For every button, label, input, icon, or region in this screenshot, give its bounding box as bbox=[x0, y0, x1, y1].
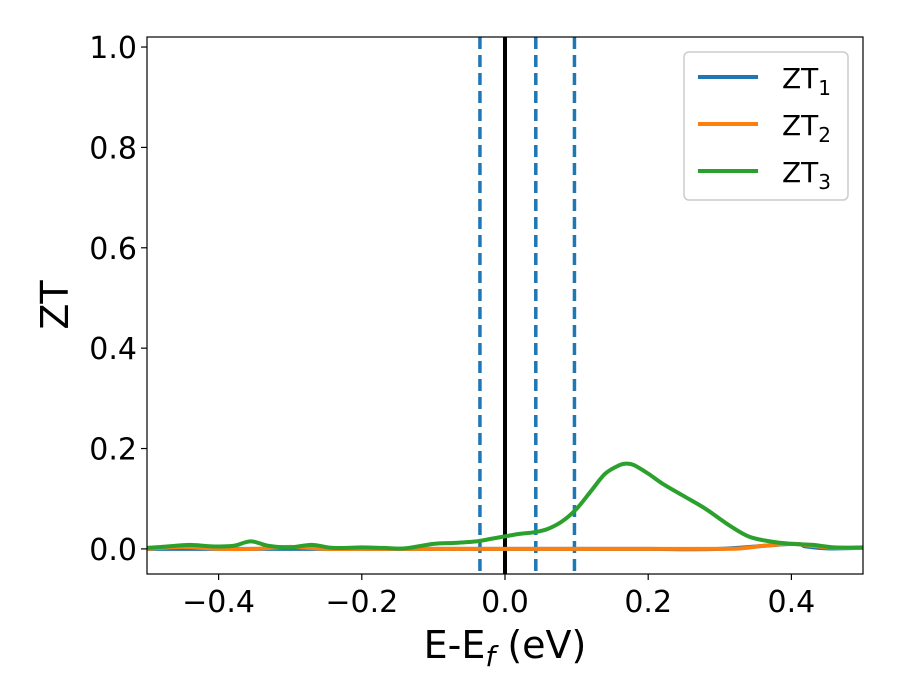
legend-label-3-subscript: 3 bbox=[818, 170, 831, 194]
y-tick-label: 0.8 bbox=[89, 131, 137, 166]
y-axis-label: ZT bbox=[33, 280, 77, 330]
x-tick-label: 0.0 bbox=[481, 585, 529, 620]
legend-entry-1: ZT1 bbox=[698, 62, 831, 100]
series-line-zt3 bbox=[147, 461, 863, 551]
legend-box bbox=[683, 51, 849, 201]
legend-entry-3: ZT3 bbox=[698, 156, 831, 194]
y-tick-label: 0.0 bbox=[89, 533, 137, 568]
legend-label-3: ZT3 bbox=[782, 156, 831, 194]
y-tick-label: 1.0 bbox=[89, 31, 137, 66]
legend-label-2-subscript: 2 bbox=[818, 123, 831, 147]
x-axis-label-main: E-E bbox=[424, 623, 486, 667]
x-axis-label-unit: (eV) bbox=[495, 623, 586, 667]
legend-label-1-subscript: 1 bbox=[818, 76, 831, 100]
legend: ZT1 ZT2 ZT3 bbox=[683, 51, 849, 201]
x-tick-label: −0.2 bbox=[325, 585, 398, 620]
legend-label-1: ZT1 bbox=[782, 62, 831, 100]
x-axis-label: E-Ef (eV) bbox=[424, 623, 587, 673]
x-tick-label: 0.2 bbox=[624, 585, 672, 620]
legend-label-3-main: ZT bbox=[782, 156, 819, 189]
y-tick-label: 0.2 bbox=[89, 433, 137, 468]
axes: −0.4 −0.2 0.0 0.2 0.4 0.0 0.2 0.4 0.6 0.8 1.0 bbox=[89, 31, 864, 620]
legend-label-1-main: ZT bbox=[782, 62, 819, 95]
legend-label-2: ZT2 bbox=[782, 109, 831, 147]
x-tick-label: −0.4 bbox=[182, 585, 255, 620]
legend-label-2-main: ZT bbox=[782, 109, 819, 142]
legend-entry-2: ZT2 bbox=[698, 109, 831, 147]
plot-area bbox=[147, 37, 863, 574]
y-tick-label: 0.6 bbox=[89, 232, 137, 267]
y-tick-label: 0.4 bbox=[89, 332, 137, 367]
x-tick-label: 0.4 bbox=[768, 585, 816, 620]
